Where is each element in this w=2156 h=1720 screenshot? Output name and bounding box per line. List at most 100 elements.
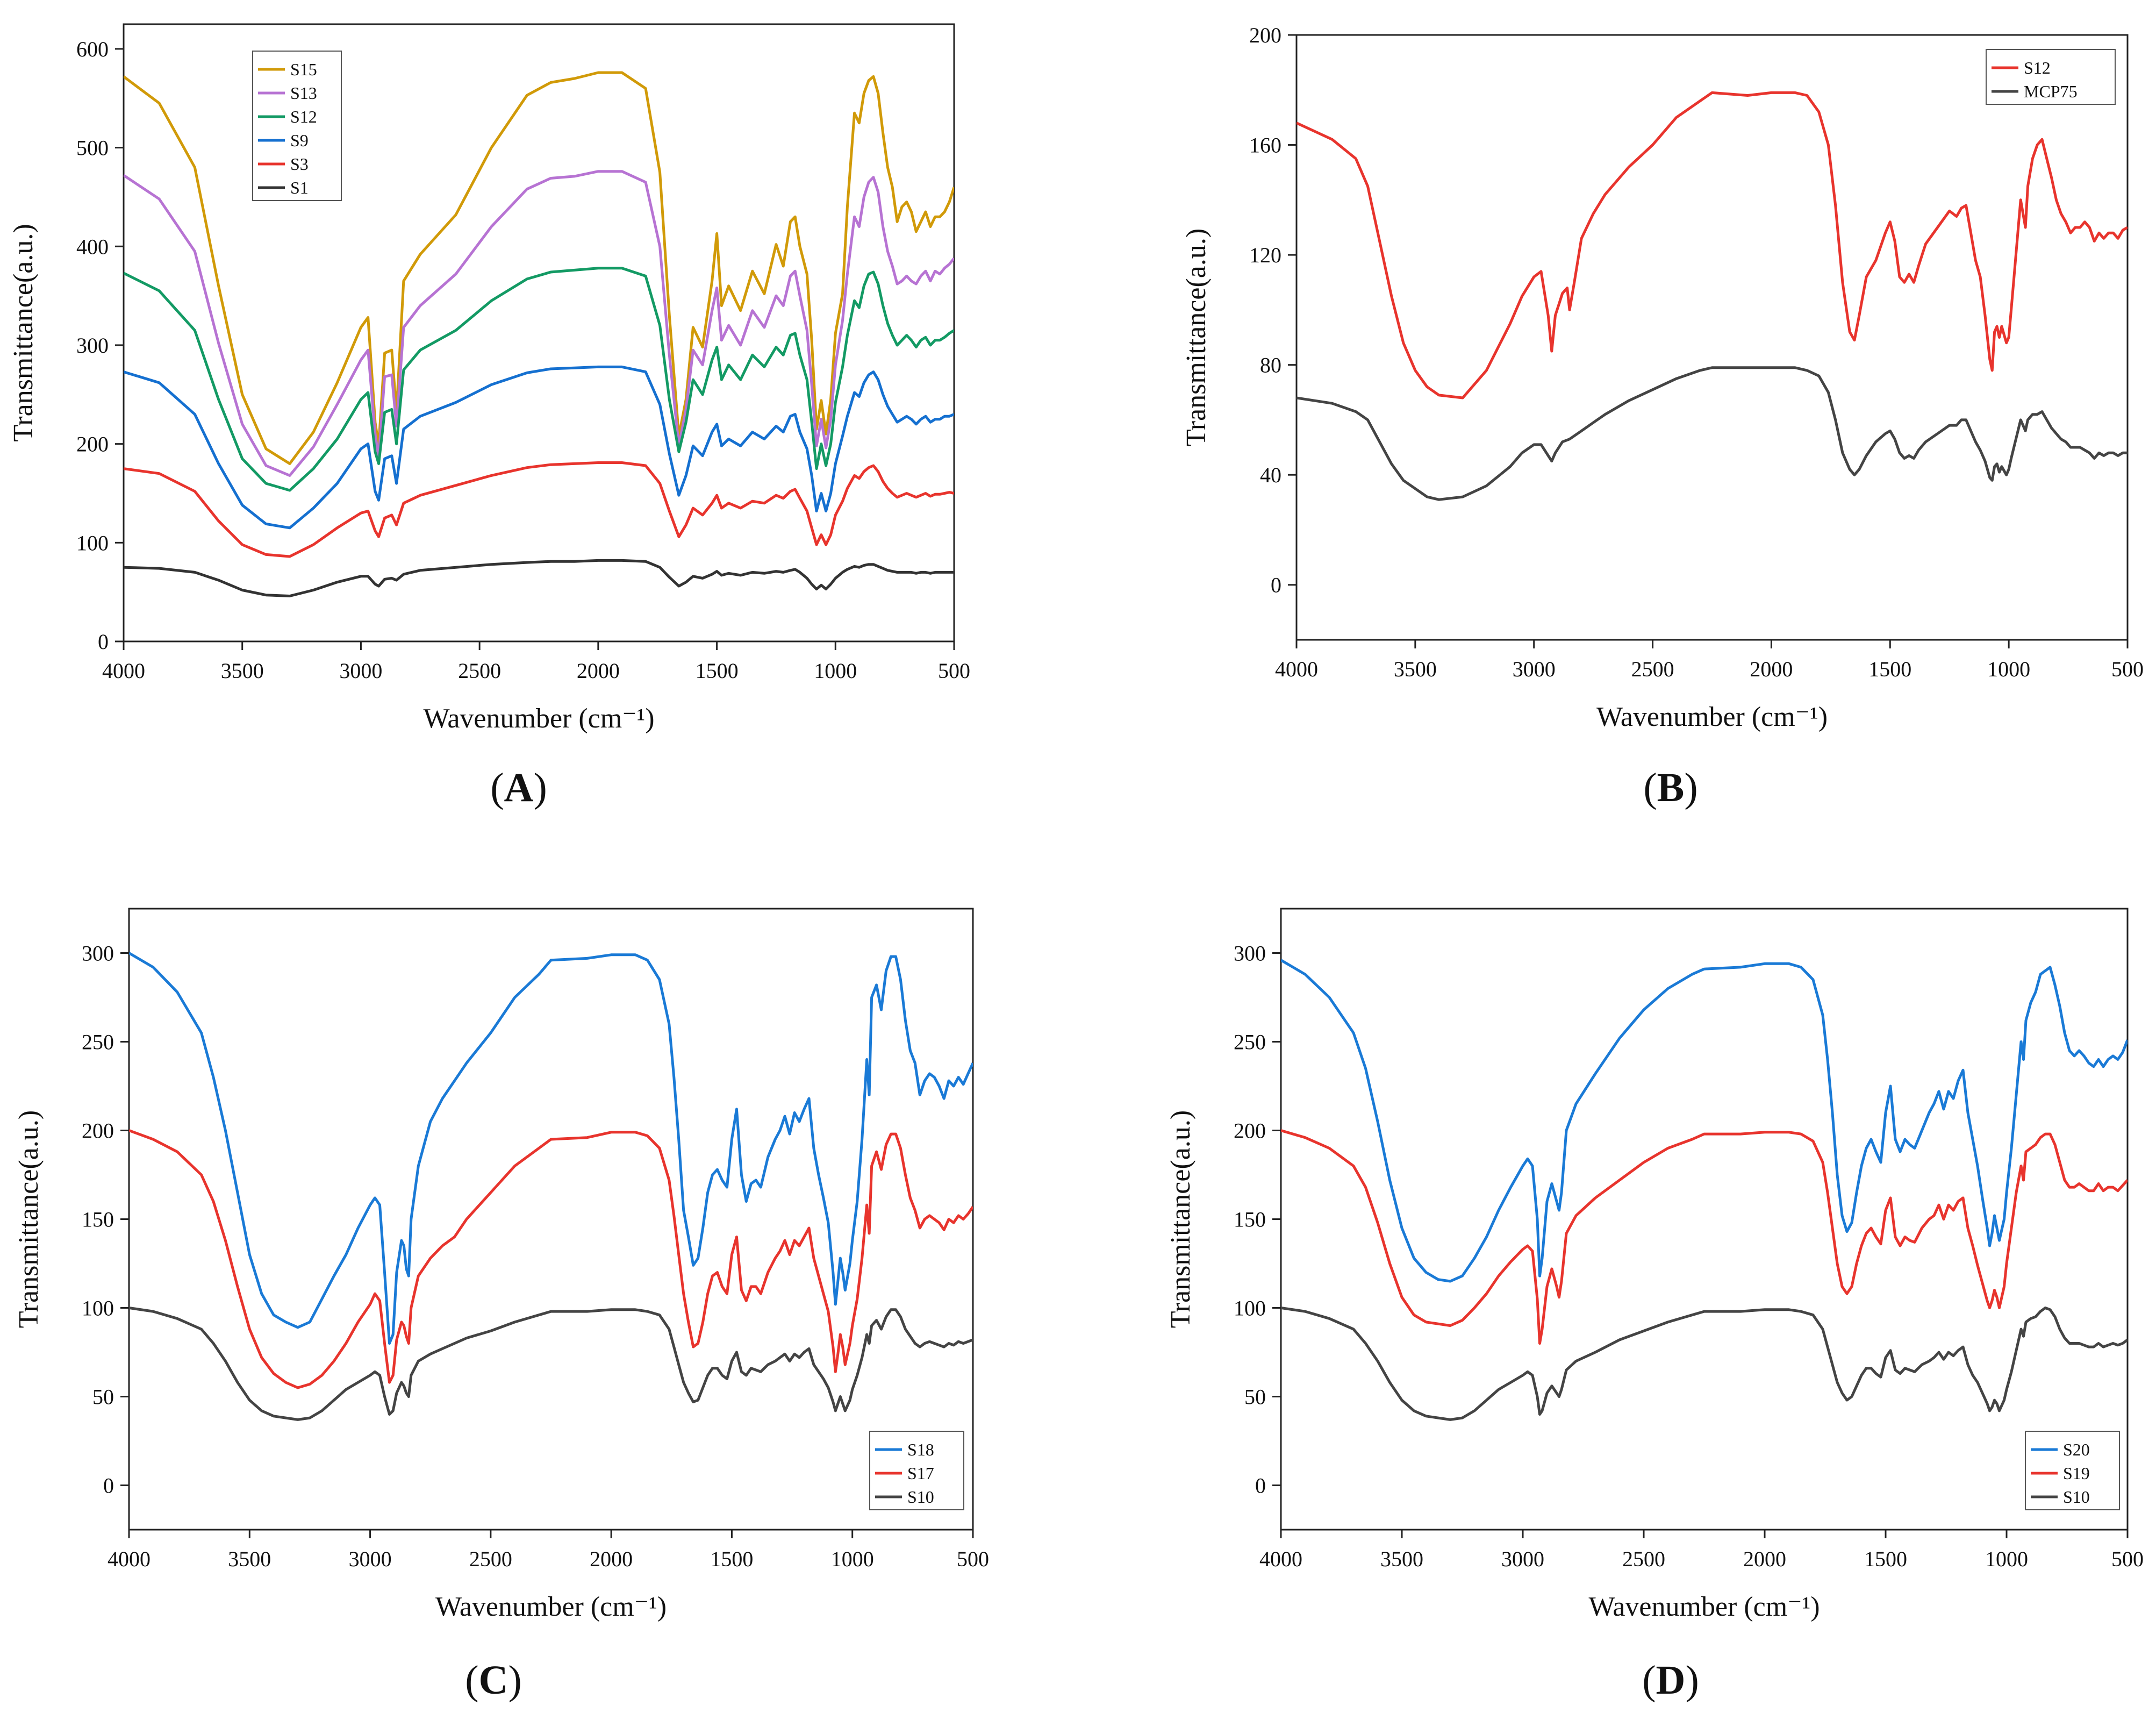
chart-c-legend-label-s10: S10 [907, 1487, 934, 1507]
chart-a-legend-label-s12: S12 [290, 107, 317, 126]
chart-a-series-s13 [124, 170, 954, 477]
chart-c-x-axis-label: Wavenumber (cm⁻¹) [435, 1591, 667, 1622]
chart-c-series-s10 [129, 1307, 973, 1421]
chart-b-y-tick-label: 200 [1249, 23, 1281, 47]
chart-a-x-axis-label: Wavenumber (cm⁻¹) [423, 703, 654, 734]
chart-b-y-tick-label: 80 [1260, 353, 1281, 377]
panel-label-b: (B) [1643, 765, 1697, 810]
chart-b-series-mcp75 [1297, 366, 2128, 501]
chart-b-plot-frame [1295, 34, 2129, 641]
chart-c-legend-label-s17: S17 [907, 1464, 934, 1483]
chart-a-legend-label-s13: S13 [290, 83, 317, 103]
chart-c-y-tick-label: 200 [82, 1119, 114, 1143]
chart-d-legend-label-s19: S19 [2063, 1464, 2090, 1483]
chart-a-x-tick-label: 2000 [577, 659, 620, 683]
chart-a-x-tick-label: 4000 [102, 659, 145, 683]
chart-a-series-s3 [124, 461, 954, 558]
chart-d-x-tick-label: 3500 [1380, 1547, 1423, 1571]
chart-b-y-tick-label: 160 [1249, 133, 1281, 158]
chart-d-y-tick-label: 0 [1255, 1474, 1266, 1498]
chart-b-x-axis-label: Wavenumber (cm⁻¹) [1596, 702, 1828, 732]
chart-b-legend-label-s12: S12 [2024, 58, 2051, 77]
chart-d-x-tick-label: 4000 [1259, 1547, 1302, 1571]
panel-label-a: (A) [490, 765, 547, 810]
chart-d-x-tick-label: 1500 [1864, 1547, 1907, 1571]
chart-d-y-tick-label: 250 [1234, 1030, 1266, 1054]
chart-a-series-s9 [124, 365, 954, 530]
chart-a-x-tick-label: 3500 [221, 659, 264, 683]
chart-c-x-tick-label: 3500 [228, 1547, 271, 1571]
chart-b-y-axis-label: Transmittance(a.u.) [1181, 229, 1212, 446]
chart-a-legend-label-s1: S1 [290, 178, 309, 197]
chart-a-y-tick-label: 400 [76, 234, 109, 259]
chart-b-y-tick-label: 0 [1271, 573, 1281, 597]
chart-a-y-tick-label: 0 [98, 630, 109, 654]
chart-a-series-s1 [124, 559, 954, 597]
chart-a-plot-frame [123, 23, 955, 643]
chart-b-x-tick-label: 2500 [1631, 657, 1674, 681]
chart-panel-b: 4000 3500 3000 2500 2000 1500 1000 500 0 40 80 120 1… [1181, 23, 2144, 732]
chart-a-x-tick-label: 1000 [814, 659, 857, 683]
chart-panel-c: 4000 3500 3000 2500 2000 1500 1000 500 0 50 100 150… [13, 908, 989, 1622]
chart-d-series-s19 [1281, 1129, 2128, 1345]
chart-b-x-tick-label: 1000 [1987, 657, 2030, 681]
chart-b-series-s12 [1297, 91, 2128, 399]
chart-d-x-tick-label: 2500 [1622, 1547, 1665, 1571]
chart-b-series-group [1297, 91, 2128, 501]
chart-b-x-tick-label: 3000 [1513, 657, 1556, 681]
chart-a-legend-box [252, 51, 342, 201]
chart-panel-a: 4000 3500 3000 2500 2000 1500 1000 500 0 100 200 30… [8, 23, 970, 734]
chart-d-x-tick-label: 3000 [1501, 1547, 1544, 1571]
chart-c-y-tick-label: 250 [82, 1030, 114, 1054]
chart-d-y-tick-label: 300 [1234, 941, 1266, 966]
panel-label-d: (D) [1642, 1658, 1699, 1703]
chart-a-y-tick-label: 300 [76, 333, 109, 358]
chart-c-y-tick-label: 100 [82, 1296, 114, 1321]
chart-b-x-tick-label: 2000 [1750, 657, 1793, 681]
chart-a-y-axis-label: Transmittance(a.u.) [8, 224, 39, 441]
chart-a-y-tick-label: 600 [76, 37, 109, 61]
chart-c-y-tick-label: 150 [82, 1208, 114, 1232]
panel-label-c: (C) [465, 1658, 522, 1703]
chart-c-legend-label-s18: S18 [907, 1440, 934, 1459]
chart-b-x-tick-label: 1500 [1868, 657, 1911, 681]
chart-c-y-tick-label: 300 [82, 941, 114, 966]
chart-a-y-tick-label: 100 [76, 531, 109, 555]
chart-c-y-tick-label: 50 [92, 1385, 114, 1409]
chart-a-legend-label-s3: S3 [290, 154, 309, 174]
chart-a-y-tick-label: 500 [76, 136, 109, 160]
chart-a-series-group [124, 71, 954, 597]
chart-d-y-axis-label: Transmittance(a.u.) [1165, 1110, 1196, 1328]
chart-c-x-tick-label: 1000 [831, 1547, 874, 1571]
chart-d-y-tick-label: 200 [1234, 1119, 1266, 1143]
chart-c-series-group [129, 952, 973, 1421]
chart-panel-d: 4000 3500 3000 2500 2000 1500 1000 500 0 50 100 150… [1165, 908, 2144, 1622]
chart-d-series-s20 [1281, 959, 2128, 1283]
chart-d-x-tick-label: 1000 [1985, 1547, 2028, 1571]
chart-b-y-tick-label: 40 [1260, 463, 1281, 487]
chart-c-series-s17 [129, 1129, 973, 1389]
chart-d-x-axis-label: Wavenumber (cm⁻¹) [1588, 1591, 1820, 1622]
chart-a-legend-label-s15: S15 [290, 60, 317, 79]
chart-d-y-tick-label: 50 [1244, 1385, 1266, 1409]
chart-a-x-tick-label: 2500 [458, 659, 501, 683]
chart-c-x-tick-label: 1500 [710, 1547, 753, 1571]
chart-a-x-tick-label: 3000 [339, 659, 382, 683]
chart-a-legend-label-s9: S9 [290, 131, 309, 150]
chart-d-series-group [1281, 959, 2128, 1421]
chart-c-series-s18 [129, 952, 973, 1345]
chart-d-legend-label-s20: S20 [2063, 1440, 2090, 1459]
chart-d-legend-label-s10: S10 [2063, 1487, 2090, 1507]
chart-d-series-s10 [1281, 1307, 2128, 1421]
chart-a-x-tick-label: 1500 [696, 659, 739, 683]
chart-a-x-tick-label: 500 [938, 659, 970, 683]
chart-b-y-tick-label: 120 [1249, 243, 1281, 267]
chart-c-x-tick-label: 500 [957, 1547, 989, 1571]
chart-c-y-tick-label: 0 [103, 1474, 114, 1498]
chart-b-legend-label-mcp75: MCP75 [2024, 82, 2078, 101]
chart-c-x-tick-label: 2000 [590, 1547, 633, 1571]
chart-b-x-tick-label: 4000 [1275, 657, 1318, 681]
chart-c-x-tick-label: 3000 [349, 1547, 392, 1571]
chart-d-y-tick-label: 100 [1234, 1296, 1266, 1321]
